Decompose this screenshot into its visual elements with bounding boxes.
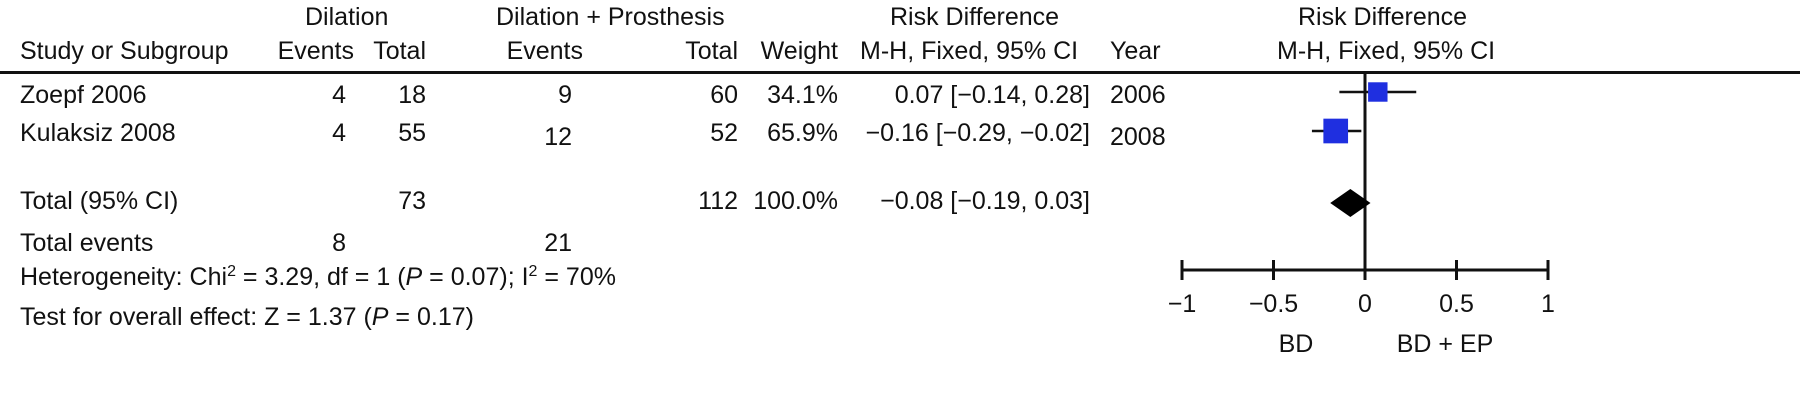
study-events2: 12 xyxy=(544,123,572,151)
header-events1: Events xyxy=(277,37,354,65)
study-ci: −0.16 [−0.29, −0.02] xyxy=(865,119,1091,147)
study-events1: 4 xyxy=(332,81,346,109)
study-name: Zoepf 2006 xyxy=(20,81,147,109)
header-plot-method: M-H, Fixed, 95% CI xyxy=(1277,37,1496,65)
x-axis-tick-label: 1 xyxy=(1541,290,1555,318)
total-events1: 8 xyxy=(332,229,346,257)
x-axis-right-label: BD + EP xyxy=(1397,330,1494,358)
total-events2: 21 xyxy=(544,229,572,257)
x-axis-tick-label: −1 xyxy=(1168,290,1197,318)
study-point-estimate xyxy=(1368,82,1388,102)
study-events1: 4 xyxy=(332,119,346,147)
header-study: Study or Subgroup xyxy=(20,37,229,65)
x-axis-tick-label: 0.5 xyxy=(1439,290,1474,318)
total-weight: 100.0% xyxy=(753,187,838,215)
header-risk-difference: Risk Difference xyxy=(890,3,1060,31)
study-events2: 9 xyxy=(558,81,572,109)
header-group2: Dilation + Prosthesis xyxy=(496,3,725,31)
summary-diamond xyxy=(1330,189,1371,217)
study-weight: 65.9% xyxy=(767,119,838,147)
study-year: 2006 xyxy=(1110,81,1166,109)
header-events2: Events xyxy=(506,37,583,65)
header-total1: Total xyxy=(373,37,426,65)
total-total2: 112 xyxy=(698,187,738,215)
study-total1: 55 xyxy=(398,119,426,147)
study-total1: 18 xyxy=(398,81,426,109)
study-total2: 52 xyxy=(710,119,738,147)
study-point-estimate xyxy=(1323,118,1349,144)
study-year: 2008 xyxy=(1110,123,1166,151)
header-rule xyxy=(0,71,1800,74)
total-total1: 73 xyxy=(398,187,426,215)
header-plot-risk-difference: Risk Difference xyxy=(1298,3,1468,31)
header-total2: Total xyxy=(685,37,738,65)
x-axis-left-label: BD xyxy=(1279,330,1314,358)
total-ci: −0.08 [−0.19, 0.03] xyxy=(880,187,1090,215)
study-total2: 60 xyxy=(710,81,738,109)
study-name: Kulaksiz 2008 xyxy=(20,119,176,147)
study-weight: 34.1% xyxy=(767,81,838,109)
header-method: M-H, Fixed, 95% CI xyxy=(860,37,1079,65)
study-ci: 0.07 [−0.14, 0.28] xyxy=(894,81,1090,109)
heterogeneity-text: Heterogeneity: Chi2 = 3.29, df = 1 (P = … xyxy=(20,263,616,291)
overall-effect-text: Test for overall effect: Z = 1.37 (P = 0… xyxy=(20,303,474,331)
x-axis-tick-label: 0 xyxy=(1358,290,1372,318)
total-label: Total (95% CI) xyxy=(20,187,179,215)
header-group1: Dilation xyxy=(305,3,389,31)
total-events-label: Total events xyxy=(20,229,154,257)
header-weight: Weight xyxy=(760,37,838,65)
x-axis-tick-label: −0.5 xyxy=(1249,290,1298,318)
header-year: Year xyxy=(1110,37,1161,65)
